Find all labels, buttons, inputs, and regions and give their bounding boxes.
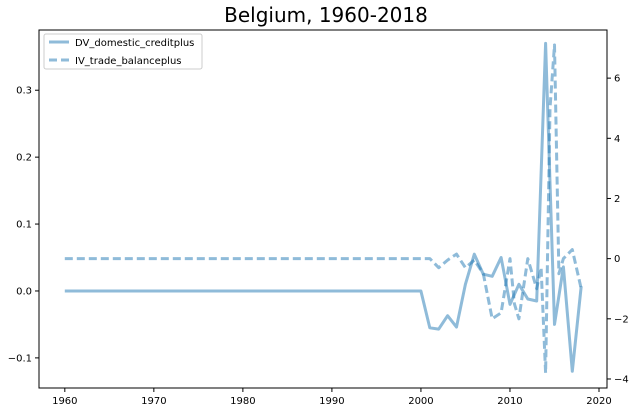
y-right-tick-label: −2: [614, 314, 629, 325]
series-line-dv-domestic-creditplus: [64, 41, 583, 373]
y-left-tick-label: 0.3: [16, 86, 32, 97]
x-tick-label: 1960: [52, 396, 77, 407]
x-tick-label: 1970: [141, 396, 166, 407]
series-layer: [64, 41, 583, 375]
y-left-tick-label: 0.1: [16, 220, 32, 231]
legend-label-domestic-credit: DV_domestic_creditplus: [75, 38, 194, 49]
legend-label-trade-balance: IV_trade_balanceplus: [75, 56, 182, 67]
y-right-tick-label: 2: [614, 194, 620, 205]
y-axis-right: −4 −2 0 2 4 6: [607, 74, 629, 385]
x-axis: 1960 1970 1980 1990 2000 2010 2020: [52, 388, 612, 407]
y-left-tick-label: 0.0: [16, 286, 32, 297]
legend: DV_domestic_creditplus IV_trade_balancep…: [43, 33, 203, 70]
y-left-tick-label: −0.1: [8, 353, 32, 364]
y-right-tick-label: 6: [614, 74, 620, 85]
chart-title: Belgium, 1960-2018: [224, 3, 428, 27]
x-tick-label: 1990: [319, 396, 344, 407]
x-tick-label: 1980: [230, 396, 255, 407]
x-tick-label: 2000: [408, 396, 433, 407]
x-tick-label: 2020: [586, 396, 611, 407]
y-left-tick-label: 0.2: [16, 153, 32, 164]
plot-frame: [38, 29, 608, 389]
x-tick-label: 2010: [497, 396, 522, 407]
y-axis-left: −0.1 0.0 0.1 0.2 0.3: [8, 86, 39, 364]
legend-box: [43, 33, 203, 70]
series-line-iv-trade-balanceplus: [64, 43, 583, 375]
y-right-tick-label: 0: [614, 254, 620, 265]
y-right-tick-label: 4: [614, 134, 620, 145]
y-right-tick-label: −4: [614, 374, 629, 385]
